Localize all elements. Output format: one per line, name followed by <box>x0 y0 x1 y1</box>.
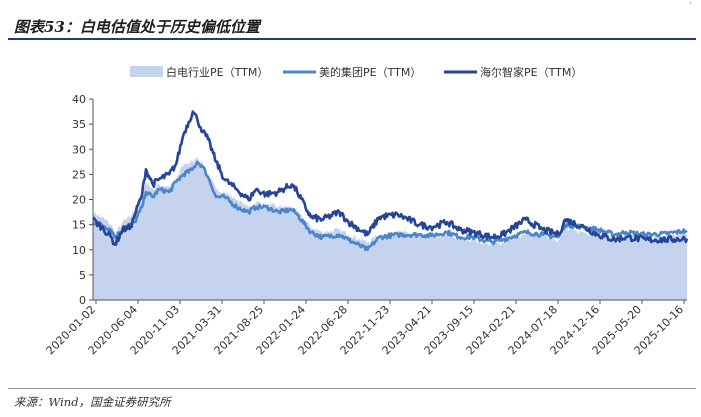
y-tick-label: 30 <box>72 143 86 156</box>
series-area-industry <box>93 156 687 300</box>
legend-label: 美的集团PE（TTM） <box>319 65 421 79</box>
series-line-midea <box>91 160 688 252</box>
plot-area <box>91 110 689 300</box>
corner-mark: ' <box>689 1 692 11</box>
footer-divider <box>8 388 696 389</box>
y-tick-label: 10 <box>72 244 86 257</box>
title-underline <box>8 38 696 40</box>
legend-label: 白电行业PE（TTM） <box>166 65 268 79</box>
y-tick-label: 40 <box>72 93 86 106</box>
y-tick-label: 25 <box>72 168 86 181</box>
chart-legend: 白电行业PE（TTM） 美的集团PE（TTM） 海尔智家PE（TTM） <box>130 65 582 79</box>
series-line-haier <box>91 110 689 246</box>
y-tick-label: 0 <box>79 294 86 307</box>
legend-label: 海尔智家PE（TTM） <box>480 65 582 79</box>
legend-swatch-industry <box>130 66 163 77</box>
y-tick-label: 5 <box>79 269 86 282</box>
y-tick-label: 20 <box>72 194 86 207</box>
source-note: 来源：Wind，国金证券研究所 <box>14 395 171 409</box>
title-bar: 图表53：白电估值处于历史偏低位置 <box>8 12 698 40</box>
y-tick-label: 15 <box>72 219 86 232</box>
chart-title: 图表53：白电估值处于历史偏低位置 <box>14 18 260 36</box>
y-tick-label: 35 <box>72 118 86 131</box>
